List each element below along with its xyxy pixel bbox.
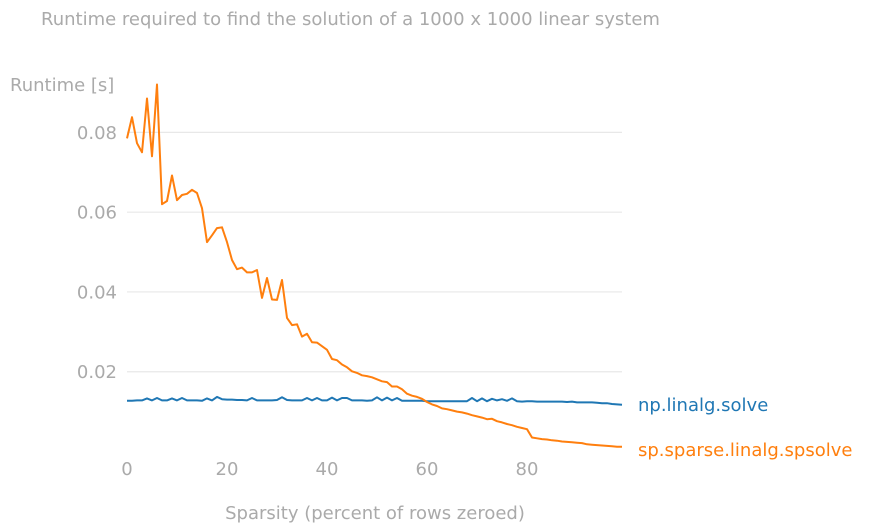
y-tick-label: 0.08	[77, 123, 117, 144]
y-tick-label: 0.06	[77, 203, 117, 224]
x-tick-labels: 0 20 40 60 80	[121, 459, 538, 480]
y-tick-label: 0.04	[77, 282, 117, 303]
x-tick-label: 0	[121, 459, 132, 480]
series-lines	[126, 83, 623, 448]
x-tick-label: 60	[416, 459, 439, 480]
chart-title: Runtime required to find the solution of…	[41, 9, 660, 30]
y-axis-label: Runtime [s]	[10, 75, 114, 96]
y-tick-labels: 0.02 0.04 0.06 0.08	[77, 123, 117, 383]
x-tick-label: 40	[316, 459, 339, 480]
series-line-np-linalg-solve	[127, 395, 623, 406]
series-label-np-linalg-solve: np.linalg.solve	[638, 395, 768, 416]
gridlines	[127, 131, 622, 373]
x-axis-label: Sparsity (percent of rows zeroed)	[225, 503, 525, 524]
series-label-sp-sparse-linalg-spsolve: sp.sparse.linalg.spsolve	[638, 440, 852, 461]
series-line-sp-sparse-linalg-spsolve	[126, 83, 622, 448]
x-tick-label: 20	[216, 459, 239, 480]
x-tick-label: 80	[516, 459, 539, 480]
y-tick-label: 0.02	[77, 362, 117, 383]
series-labels: np.linalg.solve sp.sparse.linalg.spsolve	[638, 395, 852, 461]
